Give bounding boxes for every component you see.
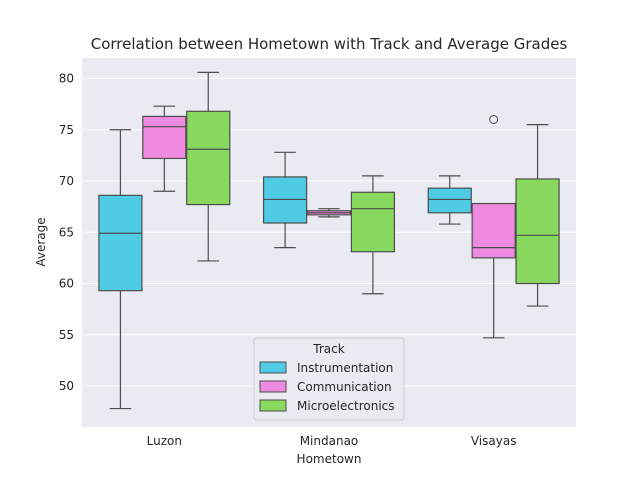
y-axis-label: Average bbox=[34, 217, 48, 266]
box-visayas-instrumentation bbox=[427, 175, 472, 225]
y-tick-labels: 50 55 60 65 70 75 80 bbox=[59, 72, 74, 394]
y-tick-label: 70 bbox=[59, 174, 74, 188]
legend-swatch bbox=[259, 380, 287, 393]
legend-title: Track bbox=[312, 342, 344, 356]
box-luzon-communication bbox=[142, 105, 187, 192]
x-tick-label: Luzon bbox=[147, 434, 182, 448]
y-tick-label: 65 bbox=[59, 225, 74, 239]
chart-title: Correlation between Hometown with Track … bbox=[91, 35, 568, 53]
boxes-layer bbox=[98, 71, 560, 410]
box-mindanao-instrumentation bbox=[262, 151, 308, 249]
box-luzon-microelectronics bbox=[186, 71, 231, 262]
y-tick-label: 50 bbox=[59, 379, 74, 393]
legend-label: Communication bbox=[297, 380, 392, 394]
legend-swatch bbox=[259, 399, 287, 412]
box-iqr bbox=[471, 202, 516, 259]
x-tick-label: Mindanao bbox=[300, 434, 359, 448]
x-axis-label: Hometown bbox=[297, 452, 362, 466]
x-tick-label: Visayas bbox=[471, 434, 517, 448]
y-tick-label: 60 bbox=[59, 277, 74, 291]
y-tick-label: 75 bbox=[59, 123, 74, 137]
y-tick-label: 80 bbox=[59, 72, 74, 86]
legend-label: Instrumentation bbox=[297, 361, 393, 375]
box-iqr bbox=[427, 187, 472, 214]
box-visayas-communication bbox=[471, 115, 516, 339]
legend-label: Microelectronics bbox=[297, 399, 395, 413]
box-visayas-microelectronics bbox=[515, 124, 560, 307]
box-luzon-instrumentation bbox=[98, 129, 143, 410]
outlier-point bbox=[489, 115, 499, 124]
box-iqr bbox=[515, 178, 560, 285]
legend: Track Instrumentation Communication Microe… bbox=[253, 337, 405, 421]
y-tick-label: 55 bbox=[59, 328, 74, 342]
box-iqr bbox=[186, 110, 231, 206]
grid-lines bbox=[82, 78, 576, 387]
legend-items: Instrumentation Communication Microelectro… bbox=[259, 361, 395, 413]
box-iqr bbox=[350, 191, 396, 253]
x-tick-labels: Luzon Mindanao Visayas bbox=[147, 434, 517, 448]
box-iqr bbox=[98, 194, 143, 292]
legend-swatch bbox=[259, 361, 287, 374]
box-mindanao-communication bbox=[306, 208, 352, 218]
box-iqr bbox=[142, 115, 187, 160]
legend-frame bbox=[253, 337, 405, 421]
box-mindanao-microelectronics bbox=[350, 175, 396, 295]
